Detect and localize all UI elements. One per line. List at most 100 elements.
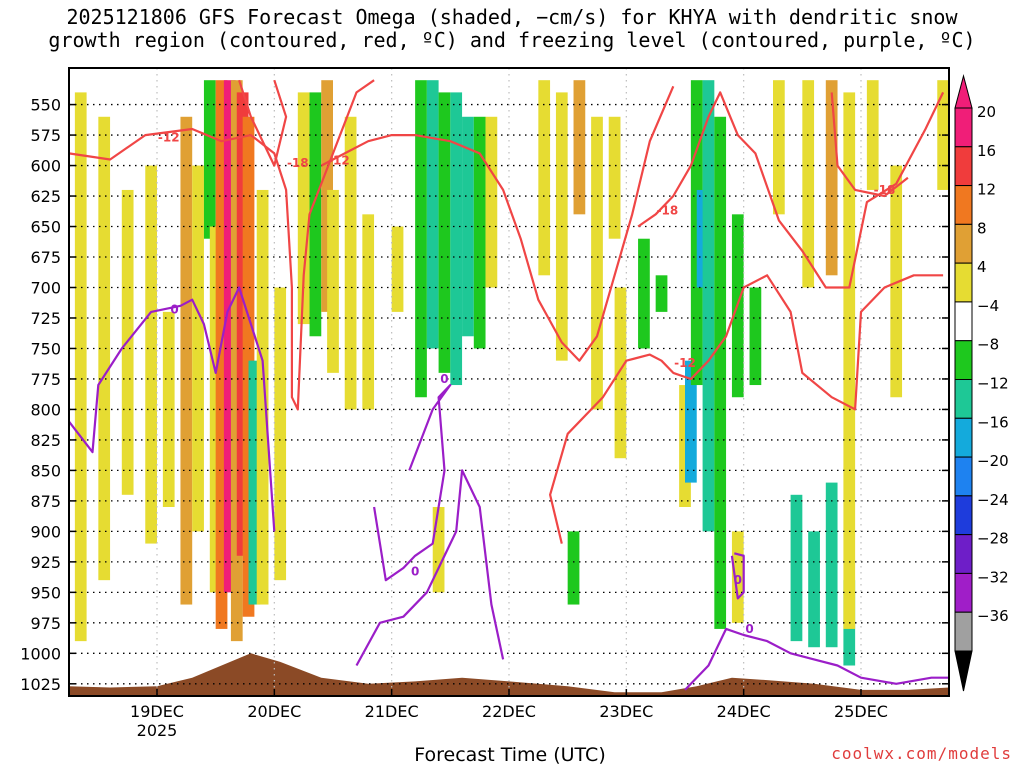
title-line-2: growth region (contoured, red, ºC) and f… [48, 28, 976, 52]
x-tick-label: 19DEC [130, 702, 184, 721]
dendritic-contour-label: -18 [874, 183, 896, 197]
omega-shade-strip [714, 116, 727, 629]
colorbar-label: 16 [977, 142, 996, 160]
y-tick-label: 1025 [20, 675, 61, 694]
colorbar-segment [954, 262, 973, 303]
x-tick-label: 24DEC [717, 702, 771, 721]
x-tick-label: 25DEC [834, 702, 888, 721]
colorbar-label: −36 [977, 607, 1009, 625]
omega-shade-strip [567, 531, 580, 605]
omega-shade-strip [790, 494, 803, 642]
y-tick-label: 950 [30, 583, 61, 602]
dendritic-contour-label: -18 [287, 156, 309, 170]
colorbar-segment [954, 107, 973, 148]
y-tick-label: 800 [30, 400, 61, 419]
colorbar-label: 20 [977, 103, 996, 121]
freezing-contour-label: 0 [170, 302, 178, 316]
colorbar-segment [954, 611, 973, 652]
colorbar-top-arrow [954, 74, 973, 109]
colorbar-segment [954, 417, 973, 458]
omega-shade-strip [450, 92, 463, 386]
omega-shade-strip [773, 80, 785, 215]
dendritic-contour-label: -12 [328, 154, 350, 168]
colorbar-segment [954, 379, 973, 419]
dendritic-contour-line [830, 92, 909, 198]
freezing-contour-label: 0 [440, 372, 448, 386]
y-tick-label: 575 [30, 126, 61, 145]
omega-shade-strip [866, 80, 879, 190]
y-tick-label: 700 [30, 278, 61, 297]
colorbar-label: 12 [977, 181, 996, 199]
dendritic-contour-line [637, 91, 945, 289]
x-axis-label: Forecast Time (UTC) [414, 744, 606, 766]
omega-shade-strip [538, 80, 551, 276]
omega-shade-strip [180, 116, 193, 605]
colorbar-label: −16 [977, 413, 1009, 431]
omega-shade-strip [802, 80, 815, 288]
colorbar: 20 16 12 8 4 −4 −8 −12 −16 −20 −24 −28 −32 −36 [954, 74, 1009, 692]
y-tick-label: 825 [30, 431, 61, 450]
omega-shade-strip [162, 311, 175, 507]
omega-shade-strip [327, 189, 339, 373]
colorbar-segment [954, 340, 973, 381]
omega-shade-strip [192, 165, 204, 532]
omega-shade-strip [825, 482, 838, 648]
dendritic-contour-line [549, 274, 944, 544]
omega-shade-strip [274, 287, 287, 581]
colorbar-label: −4 [977, 297, 999, 315]
omega-shade-strip [215, 80, 228, 629]
colorbar-segment [954, 223, 973, 264]
y-tick-label: 750 [30, 339, 61, 358]
colorbar-label: −32 [977, 568, 1009, 586]
omega-shade-strip [98, 116, 111, 581]
colorbar-segment [954, 495, 973, 536]
omega-shade-strip [344, 116, 357, 410]
omega-shade-strip [731, 531, 744, 623]
y-tick-label: 850 [30, 461, 61, 480]
omega-shade-strip [702, 80, 715, 532]
colorbar-segment [954, 301, 973, 342]
omega-shade-strip [145, 165, 157, 544]
site-credit: coolwx.com/models [831, 744, 1012, 763]
dendritic-contour-label: -12 [158, 131, 180, 145]
dendritic-contour-line [238, 79, 288, 167]
omega-shade-strip [591, 116, 603, 410]
omega-shade-strip [256, 189, 269, 605]
freezing-contour-line [730, 552, 745, 600]
omega-shade-strip [655, 275, 668, 312]
y-tick-label: 875 [30, 492, 61, 511]
y-tick-label: 625 [30, 187, 61, 206]
omega-shade-strip [890, 165, 903, 398]
title-line-1: 2025121806 GFS Forecast Omega (shaded, −… [66, 5, 958, 29]
contour-layer: -12 -12 -18 -12 -18 -18 0 0 0 0 0 [68, 79, 949, 691]
x-tick-year-label: 2025 [137, 721, 178, 740]
omega-shade-strip [843, 92, 856, 629]
colorbar-segment [954, 534, 973, 574]
y-tick-label: 550 [30, 96, 61, 115]
omega-shade-strip [685, 360, 697, 483]
x-tick-label: 22DEC [482, 702, 536, 721]
omega-shade-strip [248, 360, 261, 605]
omega-shade-strip [638, 238, 650, 349]
omega-shade-strip [203, 80, 216, 239]
omega-shade-strip [415, 80, 427, 398]
freezing-contour-line [373, 383, 452, 582]
y-tick-label: 775 [30, 370, 61, 389]
x-tick-label: 20DEC [247, 702, 301, 721]
omega-shade-strip [608, 116, 621, 239]
omega-shade-strip [432, 506, 445, 593]
terrain-layer [69, 653, 949, 696]
omega-shade-strip [391, 226, 404, 312]
chart-title: 2025121806 GFS Forecast Omega (shaded, −… [0, 6, 1024, 52]
omega-shade-strip [426, 80, 439, 349]
colorbar-label: −28 [977, 530, 1009, 548]
omega-shade-strip [462, 116, 474, 337]
colorbar-segment [954, 572, 973, 613]
colorbar-bottom-arrow [954, 650, 973, 692]
y-tick-label: 650 [30, 218, 61, 237]
omega-shade-strip [362, 214, 375, 410]
y-tick-label: 925 [30, 553, 61, 572]
omega-shade-strip [808, 531, 820, 648]
y-tick-label: 725 [30, 309, 61, 328]
